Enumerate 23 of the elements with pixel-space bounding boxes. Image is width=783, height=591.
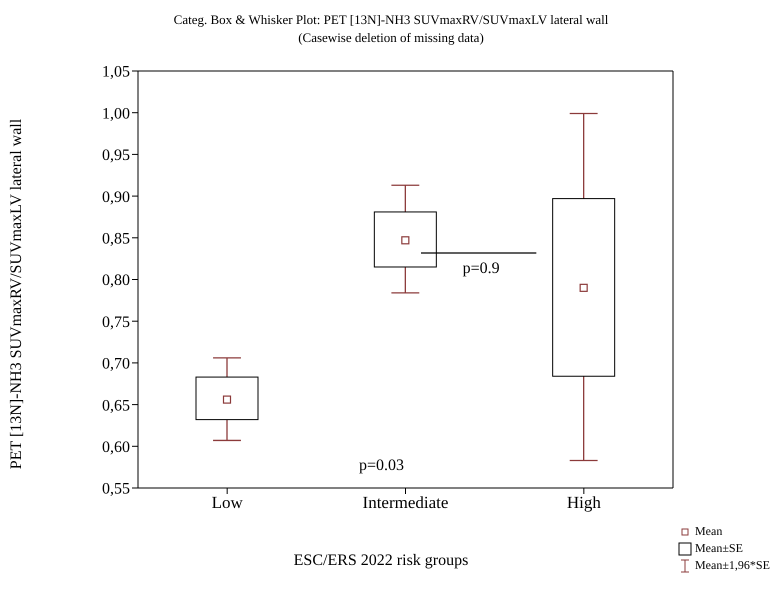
- y-tick-label: 1,05: [102, 64, 130, 81]
- x-tick-label: Low: [212, 493, 244, 512]
- y-axis-title: PET [13N]-NH3 SUVmaxRV/SUVmaxLV lateral wall: [8, 118, 26, 470]
- y-tick-label: 0,55: [102, 480, 130, 498]
- text: Mean±1,96*SE: [695, 558, 770, 573]
- text: Mean±SE: [695, 541, 743, 556]
- y-tick-label: 1,00: [102, 105, 130, 122]
- x-tick-label: High: [566, 493, 602, 512]
- annotation: p=0.03: [359, 456, 404, 475]
- y-tick-label: 0,85: [102, 230, 130, 248]
- chart-subtitle: (Casewise deletion of missing data): [297, 30, 485, 46]
- y-tick-label: 0,90: [102, 188, 130, 206]
- x-tick-label: Intermediate: [362, 493, 448, 512]
- text: Mean: [695, 524, 722, 539]
- y-tick-label: 0,65: [102, 397, 130, 414]
- y-tick-label: 0,60: [102, 438, 130, 456]
- y-tick-label: 0,70: [102, 356, 130, 373]
- y-tick-label: 0,80: [102, 272, 130, 290]
- y-tick-label: 0,75: [102, 314, 130, 331]
- y-tick-label: 0,95: [102, 147, 130, 164]
- chart-title: Categ. Box & Whisker Plot: PET [13N]-NH3 SUVmaxRV/SUVmaxLV lateral wall: [172, 12, 610, 28]
- x-axis-title: ESC/ERS 2022 risk groups: [292, 552, 470, 570]
- annotation: p=0.9: [462, 260, 500, 278]
